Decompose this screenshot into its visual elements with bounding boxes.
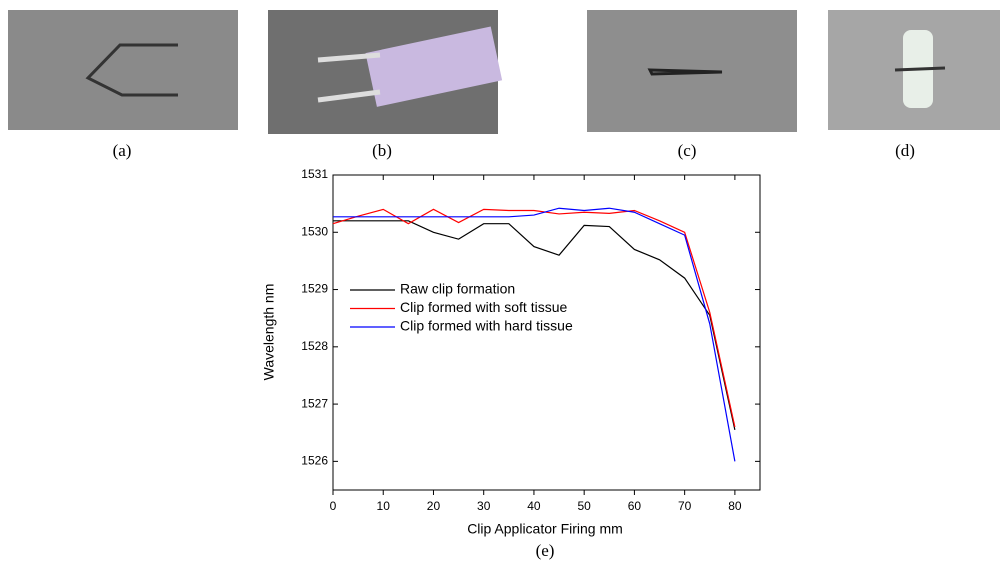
caption: (e) [536,541,555,560]
x-tick-label: 50 [577,499,591,513]
x-axis-label: Clip Applicator Firing mm [467,521,623,537]
x-tick-label: 60 [628,499,642,513]
y-tick-label: 1531 [301,167,328,181]
caption: (b) [372,141,392,160]
caption: (a) [113,141,132,160]
y-tick-label: 1526 [301,454,328,468]
y-tick-label: 1530 [301,224,328,238]
y-tick-label: 1528 [301,339,328,353]
y-tick-label: 1527 [301,396,328,410]
caption: (d) [895,141,915,160]
x-tick-label: 80 [728,499,742,513]
plot-frame [332,174,761,491]
series-line [333,207,736,462]
legend-label: Clip formed with soft tissue [400,299,567,315]
x-tick-label: 0 [330,499,337,513]
y-axis-label: Wavelength nm [261,284,277,381]
x-tick-label: 30 [477,499,491,513]
caption: (c) [678,141,697,160]
photo-b [268,10,503,134]
photo-a [8,10,238,130]
photo-d [828,10,1000,130]
x-tick-label: 20 [427,499,441,513]
photo-c [587,10,797,132]
series-line [332,208,736,428]
x-tick-label: 10 [377,499,391,513]
y-tick-label: 1529 [301,282,328,296]
series-line [333,220,736,430]
legend-label: Raw clip formation [400,281,515,297]
x-tick-label: 70 [678,499,692,513]
x-tick-label: 40 [527,499,541,513]
legend-label: Clip formed with hard tissue [400,318,573,334]
